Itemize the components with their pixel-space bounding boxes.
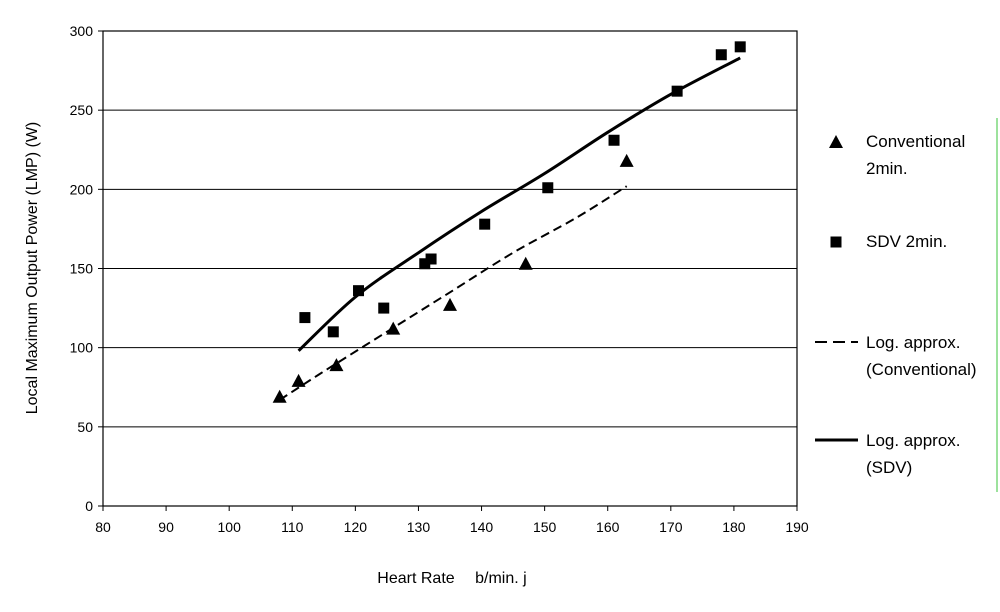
data-points xyxy=(272,41,746,403)
y-tick-label: 100 xyxy=(70,340,94,356)
x-tick-label: 110 xyxy=(281,519,304,535)
legend: Conventional 2min. SDV 2min. Log. approx. (C… xyxy=(815,118,998,492)
legend-label: (Conventional) xyxy=(866,360,977,379)
legend-item-log-approx-sdv: Log. approx. (SDV) xyxy=(815,431,961,477)
data-point-conventional-2min xyxy=(619,153,634,167)
y-axis-label: Local Maximum Output Power (LMP) (W) xyxy=(24,122,41,415)
data-point-sdv-2min xyxy=(542,182,554,194)
data-point-conventional-2min xyxy=(443,297,457,311)
data-point-conventional-2min xyxy=(329,358,344,372)
data-point-sdv-2min xyxy=(327,326,339,338)
data-point-sdv-2min xyxy=(378,302,390,314)
data-point-conventional-2min xyxy=(291,373,306,387)
data-point-sdv-2min xyxy=(479,218,491,230)
data-point-sdv-2min xyxy=(425,253,437,265)
y-tick-label: 200 xyxy=(70,181,94,197)
trend-line-log-approx-conventional xyxy=(279,185,628,401)
x-tick-label: 180 xyxy=(722,519,746,535)
y-tick-label: 250 xyxy=(70,102,94,118)
data-point-sdv-2min xyxy=(734,41,746,53)
data-point-conventional-2min xyxy=(518,256,533,270)
data-point-sdv-2min xyxy=(419,258,431,270)
data-point-sdv-2min xyxy=(671,85,683,97)
x-tick-label: 100 xyxy=(218,519,242,535)
legend-label: Log. approx. xyxy=(866,333,961,352)
y-tick-label: 0 xyxy=(85,498,93,514)
data-point-sdv-2min xyxy=(608,134,620,146)
x-tick-label: 170 xyxy=(659,519,683,535)
y-tick-label: 300 xyxy=(70,23,94,39)
legend-item-sdv-2min: SDV 2min. xyxy=(830,232,947,251)
data-point-sdv-2min xyxy=(715,49,727,61)
legend-label: 2min. xyxy=(866,159,908,178)
x-axis-label: Heart Rate b/min. j xyxy=(377,570,526,587)
legend-label: Conventional xyxy=(866,132,965,151)
data-point-sdv-2min xyxy=(353,285,365,297)
legend-marker-swatch xyxy=(830,236,842,248)
legend-item-log-approx-conventional: Log. approx. (Conventional) xyxy=(815,333,977,379)
legend-label: SDV 2min. xyxy=(866,232,947,251)
legend-item-conventional-2min: Conventional 2min. xyxy=(829,132,965,178)
legend-label: (SDV) xyxy=(866,458,912,477)
data-point-conventional-2min xyxy=(272,389,287,403)
x-tick-label: 130 xyxy=(407,519,431,535)
x-tick-label: 80 xyxy=(95,519,111,535)
legend-marker-swatch xyxy=(829,135,843,148)
x-tick-label: 160 xyxy=(596,519,620,535)
x-tick-label: 90 xyxy=(158,519,174,535)
y-tick-label: 50 xyxy=(77,419,93,435)
trend-line-log-approx-sdv xyxy=(297,56,741,352)
x-tick-label: 190 xyxy=(785,519,809,535)
gridlines xyxy=(103,30,797,428)
legend-label: Log. approx. xyxy=(866,431,961,450)
data-point-conventional-2min xyxy=(386,321,401,335)
x-tick-label: 150 xyxy=(533,519,557,535)
trend-lines xyxy=(279,56,741,401)
axis-ticks: 0 50 100 150 200 250 300 80 90 100 110 120 130 140 150… xyxy=(70,23,809,535)
data-point-sdv-2min xyxy=(299,312,311,324)
y-tick-label: 150 xyxy=(70,261,94,277)
x-tick-label: 140 xyxy=(470,519,494,535)
x-tick-label: 120 xyxy=(344,519,368,535)
